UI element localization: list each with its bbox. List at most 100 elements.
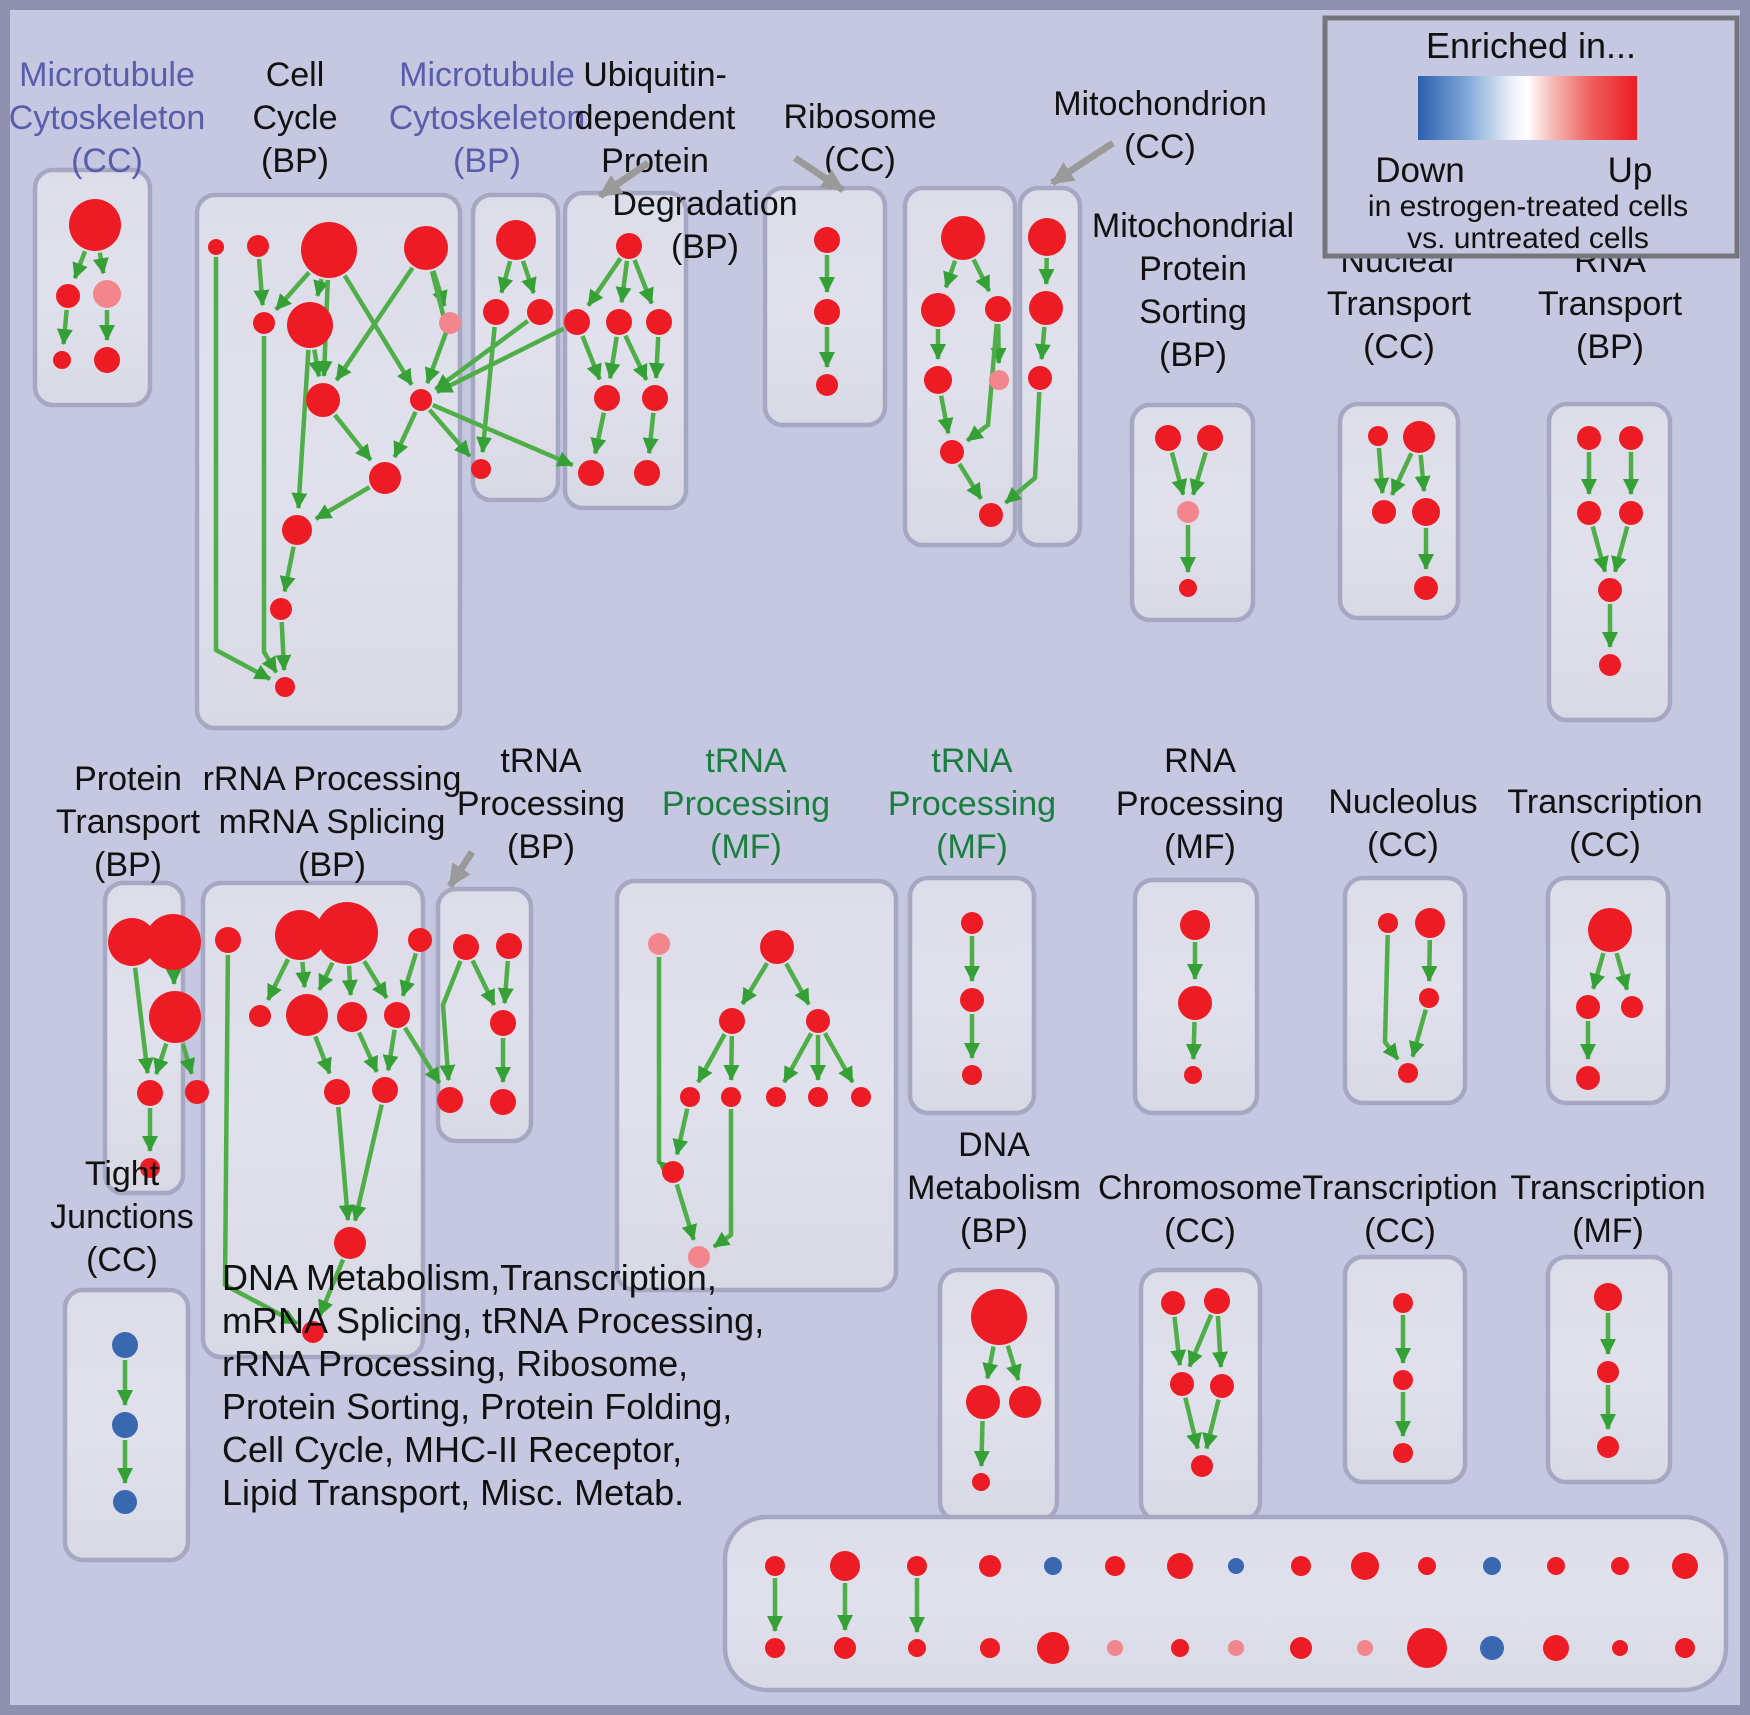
- go-term-node-microtubule-cc-a2: [56, 284, 80, 308]
- arrow-to-ubiquitin-box-1: [598, 160, 650, 199]
- go-term-node-ribosome-f1: [941, 216, 985, 260]
- label-chromosome-cc: Chromosome (CC): [1098, 1169, 1302, 1250]
- label-trna-processing-mf-2: tRNA Processing (MF): [888, 742, 1056, 866]
- go-term-node-cell-cycle-b7: [439, 312, 461, 334]
- go-term-node-cell-cycle-b2: [247, 235, 269, 257]
- go-term-node-ribosome-f7: [979, 503, 1003, 527]
- edge-arrow: [72, 250, 88, 280]
- edge-arrow: [356, 1031, 379, 1073]
- edge-arrow: [1611, 525, 1630, 573]
- strip-node-bottom-13: [1612, 1640, 1628, 1656]
- edge-arrow: [965, 323, 999, 443]
- label-dna-metabolism-bp: DNA Metabolism (BP): [907, 1126, 1081, 1250]
- go-term-node-nucleolus-u3: [1419, 988, 1439, 1008]
- edge-arrow: [674, 1183, 697, 1241]
- edge-arrow: [1614, 952, 1631, 991]
- go-term-node-cell-cycle-b6: [287, 302, 333, 348]
- edge-arrow: [723, 1035, 740, 1081]
- go-term-node-ribosome-f6: [940, 440, 964, 464]
- go-term-node-nuclear-transport-i3: [1372, 500, 1396, 524]
- strip-node-bottom-9: [1357, 1640, 1373, 1656]
- go-term-node-rrna-mrna-q11: [334, 1227, 366, 1259]
- cluster-box-ubiquitin-degradation: [562, 190, 689, 511]
- cluster-box-microtubule-bp: [470, 192, 561, 503]
- label-microtubule-cytoskeleton-bp: Microtubule Cytoskeleton (BP): [389, 56, 586, 180]
- edge-arrow: [399, 952, 419, 997]
- go-term-node-cell-cycle-b3: [301, 222, 357, 278]
- go-term-node-mito-protein-sorting-h1: [1155, 425, 1181, 451]
- go-term-node-cell-cycle-b8: [306, 383, 340, 417]
- edge-arrow: [402, 1026, 442, 1085]
- label-transcription-mf: Transcription (MF): [1510, 1169, 1705, 1250]
- cluster-box-microtubule-cc: [32, 167, 153, 408]
- edge-arrow: [213, 257, 272, 681]
- go-term-node-mitochondrion-g1: [1028, 218, 1066, 256]
- edge-arrow: [313, 278, 329, 297]
- edge-arrow: [1185, 1021, 1202, 1060]
- edge-arrow: [275, 621, 292, 671]
- go-term-node-rrna-mrna-q3: [316, 902, 378, 964]
- go-term-node-rna-processing-mf-t2: [1178, 986, 1212, 1020]
- label-nucleolus-cc: Nucleolus (CC): [1328, 783, 1477, 864]
- legend-context-line-1: in estrogen-treated cells: [1368, 190, 1688, 223]
- go-term-node-rna-processing-mf-t1: [1180, 910, 1210, 940]
- go-term-node-protein-transport-p6: [140, 1158, 160, 1178]
- go-term-node-cell-cycle-b11: [282, 515, 312, 545]
- edge-arrow: [261, 336, 279, 674]
- go-term-node-trna-mf-2-s3: [962, 1065, 982, 1085]
- edge-arrow: [295, 961, 312, 989]
- go-term-node-ubiquitin-degradation-2-e2: [814, 299, 840, 325]
- edge-arrow: [1170, 1316, 1187, 1367]
- edge-arrow: [971, 258, 992, 293]
- go-term-node-ubiquitin-degradation-d2: [564, 309, 590, 335]
- go-term-node-trna-mf-1-r1: [648, 933, 670, 955]
- label-ubiquitin-a: Ubiquitin-dependent Protein: [575, 56, 736, 180]
- edge-arrow: [590, 412, 607, 455]
- go-term-node-ubiquitin-degradation-d6: [642, 385, 668, 411]
- go-term-node-rrna-mrna-q6: [286, 994, 328, 1036]
- go-term-node-rna-transport-j1: [1577, 426, 1601, 450]
- legend-title: Enriched in...: [1426, 25, 1636, 66]
- edge-arrow: [382, 1029, 399, 1072]
- strip-node-top-7: [1228, 1558, 1244, 1574]
- go-term-node-trna-mf-2-s1: [961, 912, 983, 934]
- go-term-node-nucleolus-u4: [1398, 1063, 1418, 1083]
- go-term-node-ribosome-f4: [924, 366, 952, 394]
- go-term-node-protein-transport-p5: [185, 1080, 209, 1104]
- strip-node-top-8: [1291, 1556, 1311, 1576]
- edge-arrow: [1373, 447, 1390, 495]
- edge-arrow: [362, 960, 389, 1000]
- edge-arrow: [342, 274, 414, 386]
- strip-node-top-6: [1167, 1553, 1193, 1579]
- cluster-box-chromosome: [1138, 1267, 1263, 1523]
- misc-cluster-text: DNA Metabolism,Transcription, mRNA Splici…: [222, 1257, 764, 1513]
- go-term-node-cell-cycle-b4: [404, 226, 448, 270]
- edge-arrow: [497, 960, 514, 1005]
- arrow-to-ubiquitin-box-2: [793, 155, 845, 193]
- strip-node-bottom-3: [980, 1638, 1000, 1658]
- edge-arrow: [632, 259, 654, 305]
- go-term-node-rna-transport-j3: [1577, 501, 1601, 525]
- go-term-node-dna-metabolism-w2: [966, 1385, 1000, 1419]
- label-mito-protein-sorting-bp: Mitochondrial Protein Sorting (BP): [1092, 207, 1294, 374]
- edge-arrow: [308, 349, 325, 378]
- edge-arrow: [642, 412, 659, 455]
- go-term-node-microtubule-cc-a5: [94, 347, 120, 373]
- strip-node-bottom-11: [1480, 1636, 1504, 1660]
- go-term-node-trna-bp-k3: [490, 1010, 516, 1036]
- label-protein-transport-bp: Protein Transport (BP): [56, 760, 201, 884]
- strip-node-bottom-6: [1171, 1639, 1189, 1657]
- label-microtubule-cytoskeleton-cc: Microtubule Cytoskeleton (CC): [9, 56, 206, 180]
- go-term-node-ubiquitin-degradation-2-e1: [814, 227, 840, 253]
- strip-node-bottom-14: [1675, 1638, 1695, 1658]
- edge-arrow: [648, 336, 665, 379]
- go-term-node-ubiquitin-degradation-d4: [646, 309, 672, 335]
- strip-node-bottom-10: [1407, 1628, 1447, 1668]
- cluster-box-nuclear-transport: [1337, 401, 1461, 621]
- go-term-node-transcription-cc-2-y2: [1393, 1370, 1413, 1390]
- go-term-node-microtubule-cc-a1: [69, 199, 121, 251]
- edge-arrow: [1187, 1313, 1214, 1368]
- go-term-node-microtubule-cc-a4: [53, 351, 71, 369]
- label-transcription-cc-1: Transcription (CC): [1507, 783, 1702, 864]
- arrow-to-trna-bp-box: [447, 850, 475, 888]
